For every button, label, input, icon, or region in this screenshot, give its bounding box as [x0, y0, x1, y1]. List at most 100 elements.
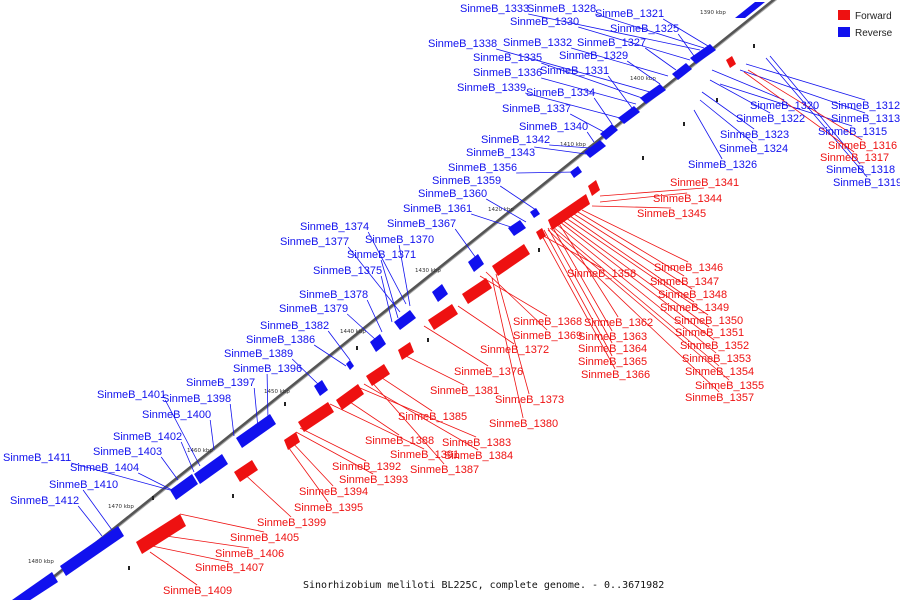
reverse-gene-label[interactable]: SinmeB_1335: [473, 52, 542, 64]
gene-arrow[interactable]: [170, 474, 198, 500]
reverse-gene-label[interactable]: SinmeB_1375: [313, 265, 382, 277]
reverse-gene-label[interactable]: SinmeB_1326: [688, 159, 757, 171]
gene-arrow[interactable]: [508, 220, 526, 236]
reverse-gene-label[interactable]: SinmeB_1378: [299, 289, 368, 301]
reverse-gene-label[interactable]: SinmeB_1361: [403, 203, 472, 215]
forward-gene-label[interactable]: SinmeB_1366: [581, 369, 650, 381]
gene-arrow[interactable]: [618, 106, 640, 124]
reverse-gene-label[interactable]: SinmeB_1331: [540, 65, 609, 77]
forward-gene-label[interactable]: SinmeB_1373: [495, 394, 564, 406]
reverse-gene-label[interactable]: SinmeB_1324: [719, 143, 788, 155]
forward-gene-label[interactable]: SinmeB_1365: [578, 356, 647, 368]
forward-gene-label[interactable]: SinmeB_1364: [578, 343, 647, 355]
forward-gene-label[interactable]: SinmeB_1381: [430, 385, 499, 397]
forward-gene-label[interactable]: SinmeB_1399: [257, 517, 326, 529]
reverse-gene-label[interactable]: SinmeB_1343: [466, 147, 535, 159]
gene-arrow[interactable]: [530, 208, 540, 218]
forward-gene-label[interactable]: SinmeB_1393: [339, 474, 408, 486]
forward-gene-label[interactable]: SinmeB_1349: [660, 302, 729, 314]
forward-gene-label[interactable]: SinmeB_1409: [163, 585, 232, 597]
reverse-gene-label[interactable]: SinmeB_1382: [260, 320, 329, 332]
gene-arrow[interactable]: [236, 414, 276, 448]
reverse-gene-label[interactable]: SinmeB_1403: [93, 446, 162, 458]
reverse-gene-label[interactable]: SinmeB_1410: [49, 479, 118, 491]
forward-gene-label[interactable]: SinmeB_1406: [215, 548, 284, 560]
reverse-gene-label[interactable]: SinmeB_1370: [365, 234, 434, 246]
reverse-gene-label[interactable]: SinmeB_1340: [519, 121, 588, 133]
forward-gene-label[interactable]: SinmeB_1355: [695, 380, 764, 392]
reverse-gene-label[interactable]: SinmeB_1342: [481, 134, 550, 146]
reverse-gene-label[interactable]: SinmeB_1396: [233, 363, 302, 375]
reverse-gene-label[interactable]: SinmeB_1333: [460, 3, 529, 15]
gene-arrow[interactable]: [672, 63, 692, 80]
gene-arrow[interactable]: [462, 278, 492, 304]
forward-gene-label[interactable]: SinmeB_1352: [680, 340, 749, 352]
forward-gene-label[interactable]: SinmeB_1346: [654, 262, 723, 274]
reverse-gene-label[interactable]: SinmeB_1359: [432, 175, 501, 187]
reverse-gene-label[interactable]: SinmeB_1338: [428, 38, 497, 50]
forward-gene-label[interactable]: SinmeB_1376: [454, 366, 523, 378]
reverse-gene-label[interactable]: SinmeB_1400: [142, 409, 211, 421]
gene-arrow[interactable]: [284, 432, 300, 450]
reverse-gene-label[interactable]: SinmeB_1332: [503, 37, 572, 49]
reverse-gene-label[interactable]: SinmeB_1337: [502, 103, 571, 115]
gene-arrow[interactable]: [298, 402, 334, 432]
reverse-gene-label[interactable]: SinmeB_1386: [246, 334, 315, 346]
reverse-gene-label[interactable]: SinmeB_1339: [457, 82, 526, 94]
reverse-gene-label[interactable]: SinmeB_1315: [818, 126, 887, 138]
gene-arrow[interactable]: [588, 180, 600, 196]
gene-arrow[interactable]: [428, 304, 458, 330]
reverse-gene-label[interactable]: SinmeB_1320: [750, 100, 819, 112]
reverse-gene-label[interactable]: SinmeB_1371: [347, 249, 416, 261]
forward-gene-label[interactable]: SinmeB_1391: [390, 449, 459, 461]
forward-gene-label[interactable]: SinmeB_1405: [230, 532, 299, 544]
reverse-gene-label[interactable]: SinmeB_1367: [387, 218, 456, 230]
reverse-gene-label[interactable]: SinmeB_1318: [826, 164, 895, 176]
forward-gene-label[interactable]: SinmeB_1362: [584, 317, 653, 329]
forward-gene-label[interactable]: SinmeB_1368: [513, 316, 582, 328]
forward-gene-label[interactable]: SinmeB_1344: [653, 193, 722, 205]
reverse-gene-label[interactable]: SinmeB_1336: [473, 67, 542, 79]
reverse-gene-label[interactable]: SinmeB_1329: [559, 50, 628, 62]
reverse-gene-label[interactable]: SinmeB_1379: [279, 303, 348, 315]
forward-gene-label[interactable]: SinmeB_1341: [670, 177, 739, 189]
forward-gene-label[interactable]: SinmeB_1392: [332, 461, 401, 473]
gene-arrow[interactable]: [584, 140, 606, 158]
reverse-gene-label[interactable]: SinmeB_1374: [300, 221, 369, 233]
forward-gene-label[interactable]: SinmeB_1385: [398, 411, 467, 423]
gene-arrow[interactable]: [346, 360, 354, 370]
gene-arrow[interactable]: [690, 44, 716, 64]
forward-gene-label[interactable]: SinmeB_1353: [682, 353, 751, 365]
reverse-gene-label[interactable]: SinmeB_1398: [162, 393, 231, 405]
forward-gene-label[interactable]: SinmeB_1316: [828, 140, 897, 152]
forward-gene-label[interactable]: SinmeB_1407: [195, 562, 264, 574]
forward-gene-label[interactable]: SinmeB_1317: [820, 152, 889, 164]
forward-gene-label[interactable]: SinmeB_1387: [410, 464, 479, 476]
forward-gene-label[interactable]: SinmeB_1358: [567, 268, 636, 280]
forward-gene-label[interactable]: SinmeB_1380: [489, 418, 558, 430]
forward-gene-label[interactable]: SinmeB_1348: [658, 289, 727, 301]
forward-gene-label[interactable]: SinmeB_1347: [650, 276, 719, 288]
forward-gene-label[interactable]: SinmeB_1357: [685, 392, 754, 404]
gene-arrow[interactable]: [432, 284, 448, 302]
gene-arrow[interactable]: [548, 194, 590, 230]
reverse-gene-label[interactable]: SinmeB_1377: [280, 236, 349, 248]
forward-gene-label[interactable]: SinmeB_1383: [442, 437, 511, 449]
gene-arrow[interactable]: [468, 254, 484, 272]
reverse-gene-label[interactable]: SinmeB_1360: [418, 188, 487, 200]
forward-gene-label[interactable]: SinmeB_1354: [685, 366, 754, 378]
reverse-gene-label[interactable]: SinmeB_1404: [70, 462, 139, 474]
reverse-gene-label[interactable]: SinmeB_1321: [595, 8, 664, 20]
forward-gene-label[interactable]: SinmeB_1394: [299, 486, 368, 498]
forward-gene-label[interactable]: SinmeB_1351: [675, 327, 744, 339]
reverse-gene-label[interactable]: SinmeB_1334: [526, 87, 595, 99]
reverse-gene-label[interactable]: SinmeB_1313: [831, 113, 900, 125]
reverse-gene-label[interactable]: SinmeB_1319: [833, 177, 900, 189]
reverse-gene-label[interactable]: SinmeB_1401: [97, 389, 166, 401]
reverse-gene-label[interactable]: SinmeB_1356: [448, 162, 517, 174]
reverse-gene-label[interactable]: SinmeB_1412: [10, 495, 79, 507]
reverse-gene-label[interactable]: SinmeB_1322: [736, 113, 805, 125]
forward-gene-label[interactable]: SinmeB_1384: [444, 450, 513, 462]
reverse-gene-label[interactable]: SinmeB_1328: [527, 3, 596, 15]
reverse-gene-label[interactable]: SinmeB_1327: [577, 37, 646, 49]
